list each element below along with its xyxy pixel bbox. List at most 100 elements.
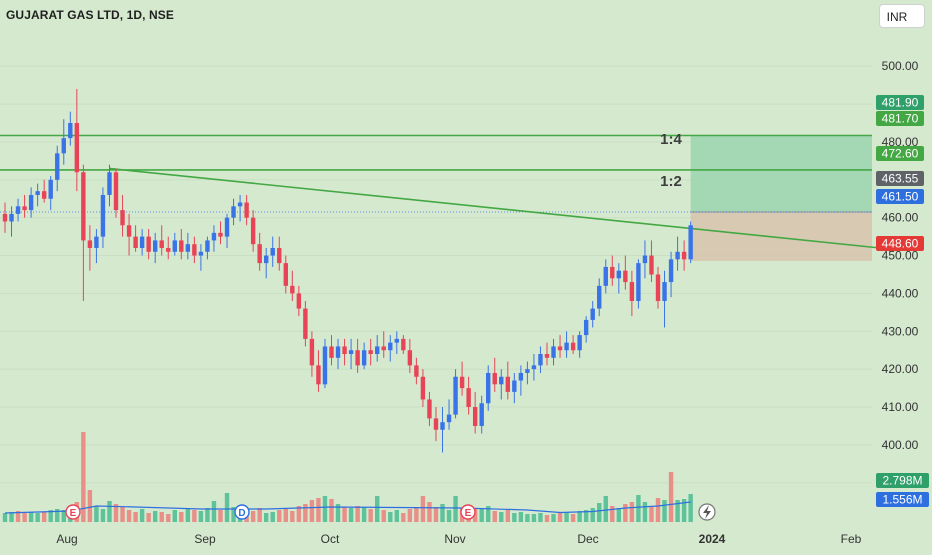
- candle-body: [133, 236, 138, 248]
- candle-body: [688, 225, 693, 260]
- candle-body: [453, 376, 458, 415]
- volume-bar: [172, 510, 177, 522]
- candle-body: [94, 236, 99, 248]
- volume-bar: [394, 510, 399, 522]
- candle-body: [499, 376, 504, 385]
- volume-bar: [492, 511, 497, 522]
- volume-bar: [55, 509, 60, 522]
- candle-body: [2, 213, 8, 222]
- volume-bar: [603, 496, 608, 522]
- candle-body: [616, 270, 622, 279]
- candle-body: [636, 263, 641, 302]
- price-tag-last: 461.50: [882, 190, 919, 204]
- volume-bar: [538, 513, 543, 522]
- candle-body: [472, 407, 478, 426]
- candle-body: [538, 354, 543, 366]
- volume-bar: [616, 508, 622, 522]
- candle-body: [113, 172, 119, 211]
- volume-bar: [35, 513, 40, 522]
- candle-body: [146, 236, 151, 252]
- volume-bar: [583, 510, 589, 522]
- candle-body: [55, 153, 60, 180]
- volume-bar: [355, 506, 360, 522]
- volume-bar: [512, 513, 517, 522]
- candle-body: [348, 350, 354, 355]
- candle-body: [427, 399, 432, 419]
- volume-bar: [126, 510, 132, 522]
- candle-body: [15, 206, 21, 214]
- candle-body: [629, 282, 635, 302]
- candle-body: [224, 217, 230, 237]
- price-tag-481-90-bg: [876, 95, 924, 110]
- candle-body: [564, 342, 569, 351]
- volume-bar: [368, 509, 373, 522]
- candle-body: [218, 232, 223, 237]
- volume-bar: [322, 496, 328, 522]
- volume-bar: [636, 495, 641, 522]
- volume-bar: [192, 510, 197, 522]
- currency-button[interactable]: INR: [879, 4, 925, 28]
- candle-body: [662, 282, 667, 302]
- candle-body: [394, 338, 399, 343]
- volume-bar: [185, 509, 191, 522]
- volume-bar: [9, 512, 14, 522]
- volume-bar: [159, 512, 164, 522]
- candle-body: [179, 240, 184, 252]
- volume-bar: [198, 511, 204, 522]
- volume-bar: [433, 507, 439, 522]
- price-axis-label: 460.00: [882, 211, 919, 225]
- volume-bar: [518, 512, 524, 522]
- volume-bar: [551, 514, 556, 522]
- volume-bar: [264, 513, 269, 522]
- volume-bar: [94, 506, 99, 522]
- volume-bar: [211, 501, 217, 522]
- volume-bar: [486, 506, 491, 522]
- chart-title: GUJARAT GAS LTD, 1D, NSE: [6, 8, 174, 22]
- event-letter: E: [70, 508, 77, 519]
- candle-body: [172, 240, 177, 252]
- volume-tag-bg: [876, 473, 929, 488]
- volume-bar: [420, 496, 426, 522]
- volume-bar: [309, 500, 315, 522]
- volume-ma-tag-bg: [876, 492, 929, 507]
- candle-body: [655, 274, 661, 302]
- price-tag-481-70: 481.70: [882, 112, 919, 126]
- volume-bar: [41, 512, 47, 522]
- volume-bar: [290, 511, 295, 522]
- candle-body: [466, 388, 471, 408]
- volume-bar: [361, 507, 367, 522]
- time-axis-label: Nov: [444, 532, 465, 546]
- price-tag-463-55-bg: [876, 171, 924, 186]
- volume-tag: 2.798M: [882, 474, 922, 488]
- candle-body: [440, 422, 445, 430]
- volume-bar: [120, 507, 125, 522]
- price-axis-label: 420.00: [882, 362, 919, 376]
- volume-bar: [179, 512, 184, 522]
- volume-bar: [133, 512, 138, 522]
- volume-bar: [283, 509, 288, 522]
- volume-bar: [655, 498, 661, 522]
- volume-bar: [48, 510, 53, 522]
- candle-body: [518, 372, 524, 381]
- candle-body: [61, 138, 66, 154]
- volume-bar: [139, 509, 145, 522]
- price-tag-481-70-bg: [876, 111, 924, 126]
- stop-zone: [690, 212, 872, 261]
- volume-bar: [107, 501, 112, 522]
- candle-body: [603, 266, 608, 286]
- volume-bar: [623, 504, 628, 522]
- candle-body: [270, 247, 275, 256]
- target-zone: [690, 135, 872, 213]
- volume-bar: [629, 502, 635, 522]
- price-tag-last-bg: [876, 189, 924, 204]
- candle-body: [68, 123, 73, 139]
- candle-body: [531, 365, 537, 370]
- volume-bar: [146, 513, 151, 522]
- candle-body: [610, 266, 615, 279]
- candle-body: [401, 338, 406, 351]
- candle-body: [100, 194, 106, 237]
- candle-body: [557, 346, 563, 351]
- price-tag-stop: 448.60: [882, 237, 919, 251]
- candle-body: [681, 251, 687, 260]
